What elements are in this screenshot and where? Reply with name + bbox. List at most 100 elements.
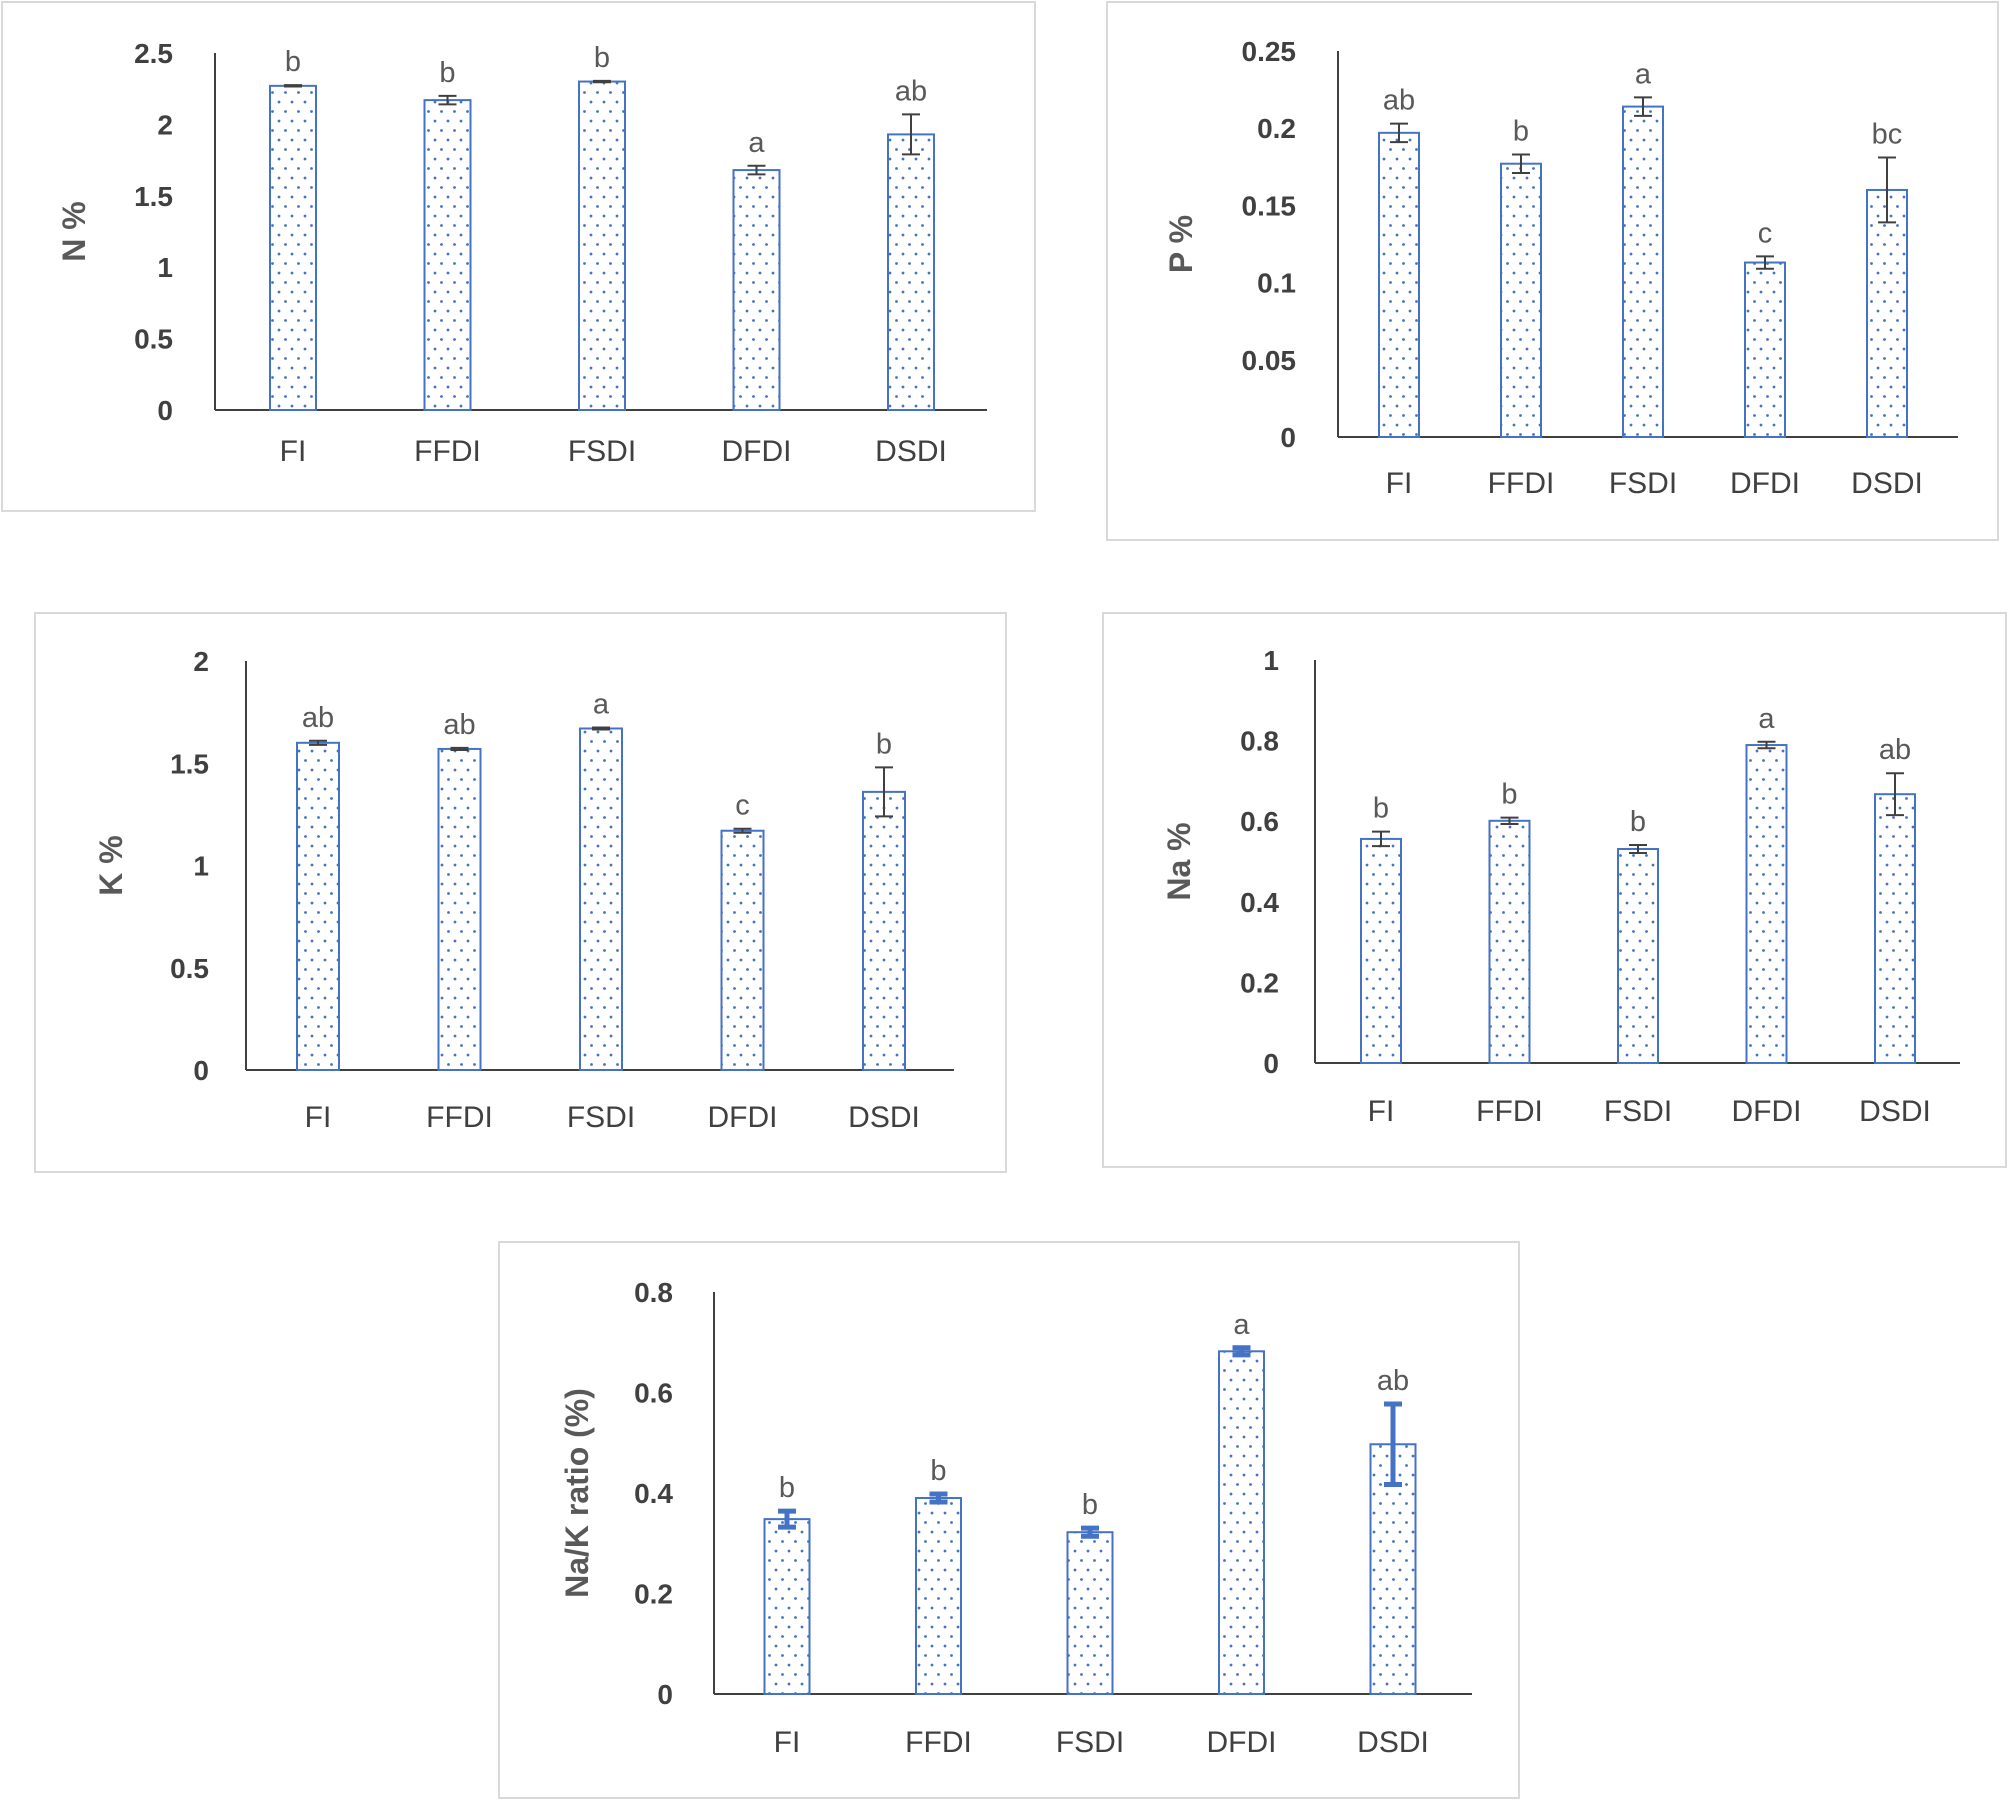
significance-letter: b (1373, 793, 1389, 825)
y-tick-label: 2.5 (134, 38, 173, 69)
x-category-label: FI (1368, 1095, 1395, 1128)
bar-dsdi (1866, 188, 1908, 438)
y-tick-label: 0.5 (170, 953, 209, 984)
x-category-label: FFDI (905, 1726, 972, 1759)
y-tick-label: 0.2 (1257, 113, 1296, 144)
chart-panel-n: 0 0.5 1 1.5 2 2.5 N % b FI b FFDI b FSDI a DFDI ab DSDI (1, 1, 1036, 512)
x-category-label: DSDI (848, 1101, 920, 1134)
chart-panel-na: 0 0.2 0.4 0.6 0.8 1 Na % b FI b FFDI b FSDI a DFDI ab DS… (1102, 612, 2007, 1168)
bar-ffdi (1500, 162, 1542, 438)
x-category-label: FSDI (568, 435, 636, 468)
y-tick-label: 0.05 (1242, 345, 1297, 376)
x-category-label: DFDI (1207, 1726, 1277, 1759)
significance-letter: a (593, 688, 610, 720)
y-tick-label: 0.8 (1240, 726, 1279, 757)
x-category-label: FI (774, 1726, 801, 1759)
significance-letter: ab (895, 75, 927, 107)
x-category-label: DFDI (708, 1101, 778, 1134)
x-category-label: DFDI (1732, 1095, 1802, 1128)
bar-dfdi (720, 829, 765, 1071)
y-tick-label: 0.1 (1257, 268, 1296, 299)
y-axis-label: P % (1163, 215, 1199, 273)
bar-dsdi (1874, 793, 1916, 1064)
x-category-label: FI (280, 435, 307, 468)
bar-fsdi (578, 80, 626, 411)
significance-letter: ab (302, 702, 334, 734)
y-axis-label: N % (56, 201, 92, 261)
y-axis-label: K % (93, 835, 129, 895)
y-tick-label: 0.4 (1240, 887, 1279, 918)
significance-letter: c (1758, 217, 1773, 249)
y-tick-label: 2 (157, 109, 173, 140)
bar-fsdi (1617, 848, 1659, 1064)
bar-fsdi (579, 727, 623, 1072)
y-tick-label: 0 (1280, 422, 1296, 453)
y-tick-label: 0.15 (1242, 190, 1297, 221)
chart-na: 0 0.2 0.4 0.6 0.8 1 Na % b FI b FFDI b FSDI a DFDI ab DS… (1161, 645, 1960, 1128)
y-tick-label: 1.5 (134, 181, 173, 212)
bar-fsdi (1066, 1531, 1114, 1695)
x-category-label: DSDI (875, 435, 947, 468)
y-tick-label: 0.4 (634, 1478, 673, 1509)
x-category-label: FFDI (1488, 467, 1555, 500)
significance-letter: a (1233, 1309, 1250, 1341)
significance-letter: b (1082, 1489, 1098, 1521)
significance-letter: a (1758, 703, 1775, 735)
bar-fi (296, 741, 340, 1072)
y-tick-label: 0.8 (634, 1277, 673, 1308)
y-tick-label: 0.2 (1240, 967, 1279, 998)
bar-dfdi (1744, 261, 1786, 439)
x-category-label: DSDI (1357, 1726, 1429, 1759)
bar-ffdi (1488, 819, 1531, 1064)
significance-letter: c (735, 790, 750, 822)
x-category-label: FFDI (1476, 1095, 1543, 1128)
chart-panel-p: 0 0.05 0.1 0.15 0.2 0.25 P % ab FI b FFDI a FSDI c DFD… (1106, 1, 1999, 541)
x-category-label: FI (305, 1101, 332, 1134)
y-tick-label: 0 (157, 395, 173, 426)
bar-dsdi (862, 790, 906, 1071)
bar-fi (1378, 131, 1420, 438)
x-category-label: DSDI (1859, 1095, 1931, 1128)
significance-letter: ab (443, 709, 475, 741)
bar-dfdi (732, 169, 781, 411)
chart-panel-nak: 0 0.2 0.4 0.6 0.8 Na/K ratio (%) b FI b FFDI b FSDI… (498, 1241, 1520, 1799)
significance-letter: ab (1383, 85, 1415, 117)
y-tick-label: 0.25 (1242, 36, 1297, 67)
chart-panel-k: 0 0.5 1 1.5 2 K % ab FI ab FFDI a FSDI c DFDI b DSDI (34, 612, 1007, 1173)
bar-ffdi (423, 99, 472, 412)
bar-fi (763, 1518, 811, 1695)
significance-letter: b (930, 1455, 946, 1487)
x-category-label: FFDI (414, 435, 481, 468)
bar-ffdi (915, 1497, 962, 1695)
y-tick-label: 1 (193, 851, 209, 882)
significance-letter: a (1635, 58, 1652, 90)
bar-dsdi (887, 133, 935, 411)
y-tick-label: 0 (193, 1055, 209, 1086)
significance-letter: b (1630, 806, 1646, 838)
y-tick-label: 0.6 (634, 1378, 673, 1409)
bar-fi (1360, 837, 1402, 1064)
x-category-label: DSDI (1851, 467, 1923, 500)
x-category-label: FFDI (426, 1101, 493, 1134)
significance-letter: b (1501, 779, 1517, 811)
x-category-label: FSDI (1056, 1726, 1124, 1759)
significance-letter: ab (1377, 1365, 1409, 1397)
y-tick-label: 0 (1263, 1048, 1279, 1079)
x-category-label: FI (1386, 467, 1413, 500)
y-tick-label: 0.5 (134, 324, 173, 355)
chart-nak: 0 0.2 0.4 0.6 0.8 Na/K ratio (%) b FI b FFDI b FSDI… (559, 1277, 1472, 1759)
y-axis-label: Na/K ratio (%) (559, 1388, 595, 1598)
chart-k: 0 0.5 1 1.5 2 K % ab FI ab FFDI a FSDI c DFDI b DSDI (93, 646, 954, 1134)
significance-letter: ab (1879, 734, 1911, 766)
bar-ffdi (437, 747, 482, 1071)
chart-n: 0 0.5 1 1.5 2 2.5 N % b FI b FFDI b FSDI a DFDI ab DSDI (56, 38, 987, 468)
chart-p: 0 0.05 0.1 0.15 0.2 0.25 P % ab FI b FFDI a FSDI c DFD… (1163, 36, 1958, 500)
significance-letter: b (439, 57, 455, 89)
bar-dfdi (1218, 1350, 1265, 1695)
y-tick-label: 1 (157, 252, 173, 283)
y-tick-label: 1.5 (170, 748, 209, 779)
significance-letter: b (779, 1472, 795, 1504)
y-tick-label: 1 (1263, 645, 1279, 676)
significance-letter: b (285, 46, 301, 78)
significance-letter: b (594, 42, 610, 74)
